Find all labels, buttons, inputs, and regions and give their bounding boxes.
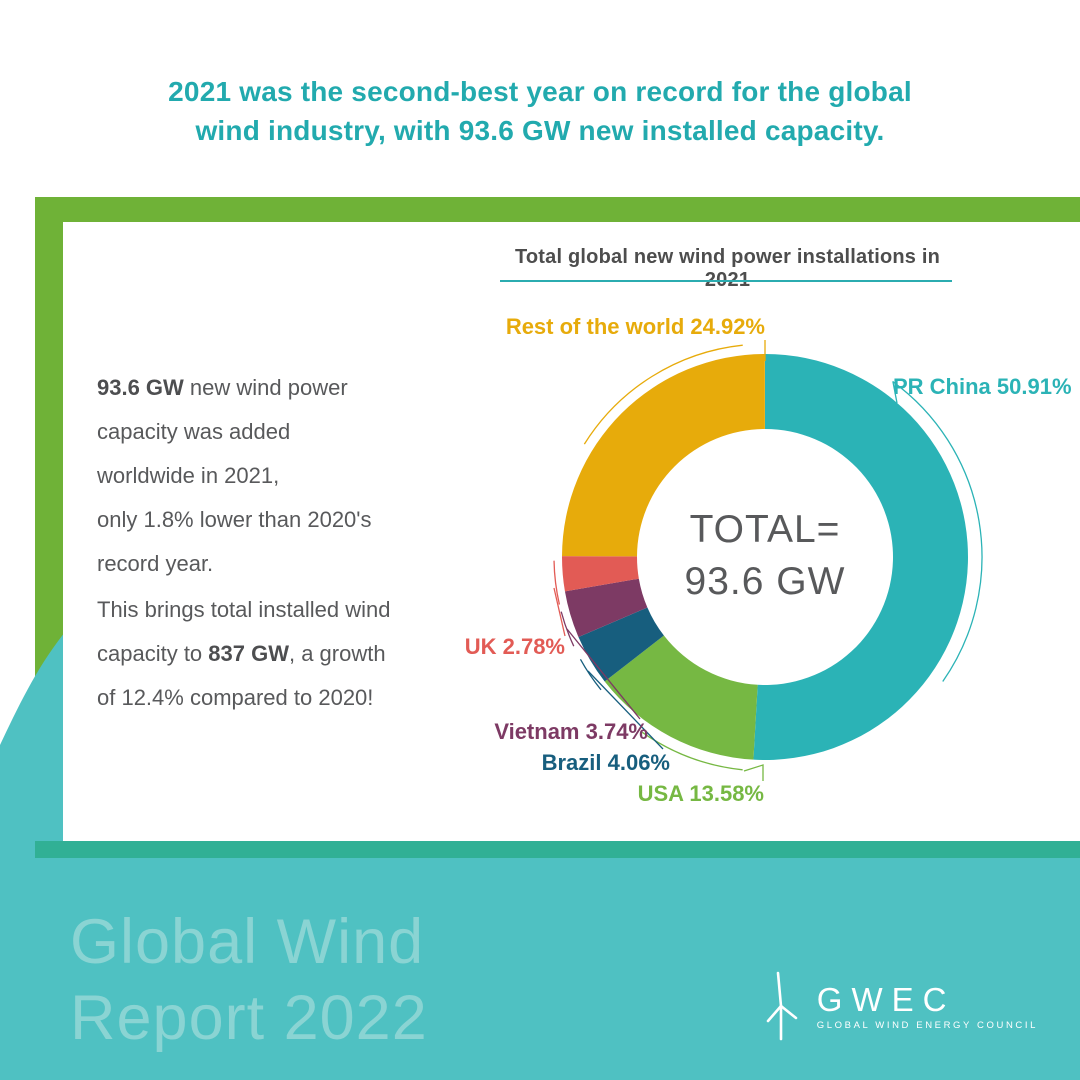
leader-arc-brazil [579, 658, 602, 691]
content-card: 93.6 GW new wind power capacity was added… [63, 222, 1080, 841]
chart-label-uk: UK 2.78% [464, 634, 565, 659]
chart-label-brazil: Brazil 4.06% [541, 750, 670, 775]
teal-green-band [35, 841, 1080, 858]
donut-segment-brazil [578, 607, 664, 682]
headline: 2021 was the second-best year on record … [168, 76, 912, 146]
gwec-logo: GWEC GLOBAL WIND ENERGY COUNCIL [765, 970, 1038, 1042]
leader-line-usa [743, 764, 764, 781]
leader-arc-uk [553, 560, 561, 605]
leader-line-uk [553, 587, 566, 637]
chart-label-prchina: PR China 50.91% [893, 374, 1072, 399]
leader-arc-usa [641, 731, 743, 771]
footer-section: Global Wind Report 2022 GWEC GLOBAL WIND … [0, 858, 1080, 1080]
donut-segment-row [562, 354, 765, 557]
gwec-logo-name: GWEC [816, 980, 956, 1018]
donut-segment-vietnam [564, 578, 648, 638]
chart-label-vietnam: Vietnam 3.74% [494, 719, 648, 744]
leader-line-brazil [587, 670, 664, 750]
donut-segment-prchina [753, 354, 969, 761]
leader-arc-row [583, 344, 743, 445]
chart-label-row: Rest of the world 24.92% [505, 314, 765, 339]
leader-arc-prchina [892, 380, 983, 682]
leader-line-vietnam [566, 628, 641, 720]
donut-center-total: TOTAL= 93.6 GW [605, 504, 925, 608]
gwec-logo-tagline: GLOBAL WIND ENERGY COUNCIL [816, 1019, 1038, 1031]
chart-label-usa: USA 13.58% [637, 781, 764, 806]
donut-chart [553, 340, 983, 781]
donut-segment-uk [562, 556, 639, 592]
donut-total-value: 93.6 GW [684, 560, 846, 603]
body-paragraph-2: This brings total installed wind capacity… [97, 597, 391, 710]
leader-line-prchina [892, 381, 898, 404]
donut-total-label: TOTAL= [689, 508, 841, 551]
report-title: Global Wind Report 2022 [70, 907, 428, 1053]
donut-segment-usa [604, 635, 758, 760]
wind-turbine-icon [766, 971, 798, 1041]
leader-arc-vietnam [560, 611, 575, 647]
chart-title-underline [500, 280, 952, 282]
body-paragraph-1: 93.6 GW new wind power capacity was added… [97, 375, 372, 576]
